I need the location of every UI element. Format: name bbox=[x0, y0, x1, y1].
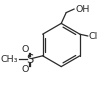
Text: Cl: Cl bbox=[89, 31, 98, 40]
Text: O: O bbox=[22, 45, 29, 54]
Text: O: O bbox=[22, 65, 29, 74]
Text: S: S bbox=[26, 53, 34, 66]
Text: OH: OH bbox=[75, 4, 89, 14]
Text: CH₃: CH₃ bbox=[0, 55, 18, 64]
